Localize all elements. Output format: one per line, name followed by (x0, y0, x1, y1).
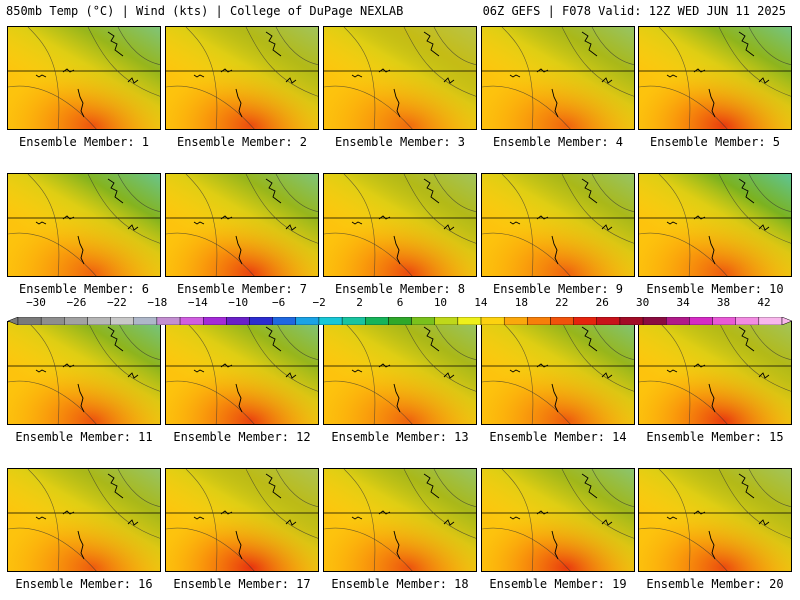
map-title-left: 850mb Temp (°C) | Wind (kts) | College o… (6, 4, 404, 18)
colorbar-tick-label: 14 (474, 296, 488, 309)
ensemble-member-label: Ensemble Member: 12 (173, 430, 311, 444)
colorbar-swatch (341, 316, 366, 326)
colorbar-swatch (642, 316, 667, 326)
colorbar-swatch (712, 316, 736, 326)
colorbar-tick-label: −6 (272, 296, 286, 309)
colorbar-swatch (318, 316, 343, 326)
ensemble-member-label: Ensemble Member: 5 (649, 135, 781, 149)
colorbar-swatch (550, 316, 574, 326)
ensemble-member-map (481, 26, 635, 130)
colorbar-swatch (619, 316, 644, 326)
ensemble-member-map (323, 26, 477, 130)
colorbar-min-arrow (7, 316, 19, 326)
colorbar-tick-label: 34 (676, 296, 690, 309)
colorbar-swatch (503, 316, 528, 326)
ensemble-member-map (165, 321, 319, 425)
colorbar-swatch (87, 316, 111, 326)
ensemble-member-map (481, 321, 635, 425)
map-title-right: 06Z GEFS | F078 Valid: 12Z WED JUN 11 20… (482, 4, 786, 18)
ensemble-member-label: Ensemble Member: 1 (18, 135, 150, 149)
colorbar-swatch (596, 316, 621, 326)
colorbar-swatch (156, 316, 181, 326)
colorbar-swatch (249, 316, 273, 326)
colorbar-tick-label: −26 (66, 296, 87, 309)
colorbar-tick-label: 26 (595, 296, 609, 309)
colorbar-tick-label: −22 (106, 296, 127, 309)
colorbar-swatch (272, 316, 297, 326)
ensemble-member-label: Ensemble Member: 4 (492, 135, 624, 149)
ensemble-member-map (7, 321, 161, 425)
colorbar-swatch (735, 316, 760, 326)
colorbar-tick-label: 6 (396, 296, 404, 309)
ensemble-member-label: Ensemble Member: 18 (331, 577, 469, 591)
ensemble-member-map (165, 173, 319, 277)
ensemble-member-map (165, 468, 319, 572)
colorbar-tick-label: 18 (514, 296, 528, 309)
colorbar-swatch (666, 316, 690, 326)
colorbar-swatch (365, 316, 389, 326)
colorbar-swatch (226, 316, 250, 326)
ensemble-member-map (7, 26, 161, 130)
ensemble-member-map (638, 26, 792, 130)
colorbar-tick-label: −10 (228, 296, 249, 309)
colorbar-swatch (388, 316, 412, 326)
ensemble-member-map (7, 468, 161, 572)
colorbar-tick-label: 38 (716, 296, 731, 309)
colorbar-swatch (573, 316, 597, 326)
colorbar-swatch (457, 316, 482, 326)
colorbar-tick-label: 22 (555, 296, 569, 309)
ensemble-member-label: Ensemble Member: 15 (646, 430, 784, 444)
ensemble-member-label: Ensemble Member: 11 (15, 430, 153, 444)
ensemble-member-map (323, 173, 477, 277)
ensemble-member-label: Ensemble Member: 13 (331, 430, 469, 444)
colorbar-tick-label: 2 (356, 296, 363, 309)
ensemble-member-map (323, 321, 477, 425)
colorbar-swatch (758, 316, 783, 326)
colorbar-tick-label: 42 (757, 296, 771, 309)
ensemble-member-map (638, 468, 792, 572)
colorbar-swatch (480, 316, 505, 326)
colorbar-swatch (40, 316, 65, 326)
colorbar-swatch (110, 316, 134, 326)
ensemble-member-map (481, 173, 635, 277)
temperature-colorbar (7, 310, 793, 326)
colorbar-swatch (689, 316, 713, 326)
colorbar-swatch (203, 316, 227, 326)
colorbar-tick-label: −14 (187, 296, 208, 309)
colorbar-tick-label: 10 (433, 296, 448, 309)
colorbar-swatch (434, 316, 459, 326)
ensemble-member-label: Ensemble Member: 8 (334, 282, 466, 296)
ensemble-member-label: Ensemble Member: 7 (176, 282, 308, 296)
ensemble-member-map (323, 468, 477, 572)
ensemble-member-label: Ensemble Member: 3 (334, 135, 466, 149)
colorbar-swatch (411, 316, 435, 326)
ensemble-member-label: Ensemble Member: 14 (489, 430, 627, 444)
ensemble-member-map (638, 321, 792, 425)
colorbar-swatch (527, 316, 551, 326)
ensemble-member-label: Ensemble Member: 19 (489, 577, 627, 591)
ensemble-member-label: Ensemble Member: 16 (15, 577, 153, 591)
colorbar-max-arrow (781, 316, 793, 326)
colorbar-tick-label: 30 (636, 296, 650, 309)
colorbar-tick-label: −18 (147, 296, 168, 309)
ensemble-member-map (481, 468, 635, 572)
ensemble-member-map (7, 173, 161, 277)
colorbar-swatch (64, 316, 88, 326)
ensemble-member-label: Ensemble Member: 2 (176, 135, 308, 149)
colorbar-swatch (295, 316, 320, 326)
ensemble-member-label: Ensemble Member: 9 (492, 282, 624, 296)
ensemble-member-label: Ensemble Member: 20 (646, 577, 784, 591)
colorbar-tick-label: −30 (26, 296, 46, 309)
colorbar-swatch (17, 316, 42, 326)
ensemble-member-label: Ensemble Member: 17 (173, 577, 311, 591)
colorbar-swatch (179, 316, 204, 326)
ensemble-member-label: Ensemble Member: 6 (18, 282, 150, 296)
ensemble-member-label: Ensemble Member: 10 (646, 282, 784, 296)
ensemble-member-map (165, 26, 319, 130)
colorbar-swatch (133, 316, 158, 326)
ensemble-member-map (638, 173, 792, 277)
colorbar-tick-label: −2 (312, 296, 326, 309)
